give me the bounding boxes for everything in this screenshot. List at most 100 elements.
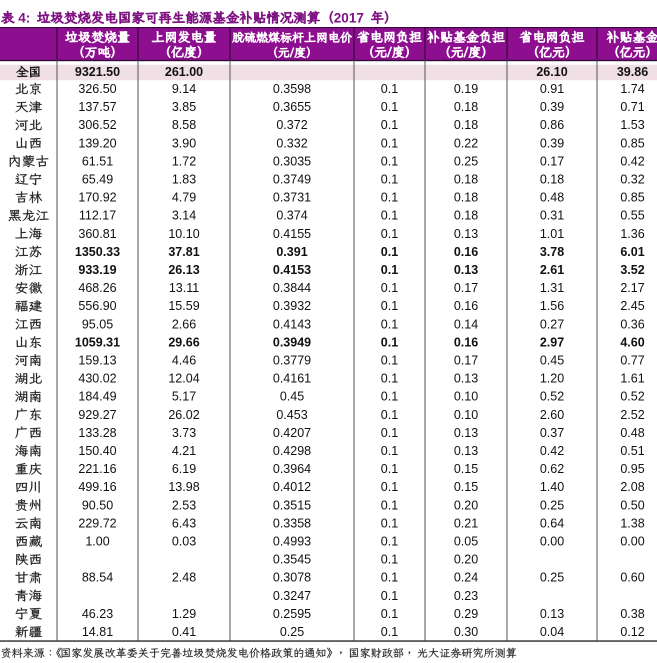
svg-text:0.85: 0.85: [620, 191, 644, 205]
svg-text:1.38: 1.38: [620, 516, 644, 530]
svg-text:556.90: 556.90: [78, 299, 116, 313]
svg-text:2.61: 2.61: [540, 263, 564, 277]
svg-text:6.19: 6.19: [172, 462, 196, 476]
svg-text:360.81: 360.81: [78, 227, 116, 241]
svg-text:0.18: 0.18: [454, 173, 478, 187]
svg-text:0.4298: 0.4298: [273, 444, 311, 458]
svg-text:0.13: 0.13: [454, 263, 478, 277]
svg-text:0.00: 0.00: [620, 535, 644, 549]
svg-text:2.53: 2.53: [172, 498, 196, 512]
svg-text:9321.50: 9321.50: [75, 65, 120, 79]
svg-text:1.72: 1.72: [172, 154, 196, 168]
svg-text:0.60: 0.60: [620, 571, 644, 585]
svg-text:88.54: 88.54: [82, 571, 113, 585]
svg-text:2.60: 2.60: [540, 408, 564, 422]
svg-text:1.53: 1.53: [620, 118, 644, 132]
svg-text:0.14: 0.14: [454, 317, 478, 331]
svg-text:0.86: 0.86: [540, 118, 564, 132]
svg-text:6.43: 6.43: [172, 516, 196, 530]
svg-text:0.1: 0.1: [381, 516, 398, 530]
svg-text:1.56: 1.56: [540, 299, 564, 313]
svg-text:0.1: 0.1: [381, 136, 398, 150]
svg-text:933.19: 933.19: [78, 263, 116, 277]
svg-text:0.00: 0.00: [540, 535, 564, 549]
svg-text:0.48: 0.48: [540, 191, 564, 205]
svg-text:0.1: 0.1: [381, 535, 398, 549]
svg-text:26.13: 26.13: [168, 263, 199, 277]
svg-text:0.05: 0.05: [454, 535, 478, 549]
svg-text:0.3731: 0.3731: [273, 191, 311, 205]
svg-text:0.20: 0.20: [454, 553, 478, 567]
svg-text:0.22: 0.22: [454, 136, 478, 150]
svg-text:3.73: 3.73: [172, 426, 196, 440]
svg-text:3.52: 3.52: [620, 263, 644, 277]
svg-text:95.05: 95.05: [82, 317, 113, 331]
svg-text:133.28: 133.28: [78, 426, 116, 440]
svg-text:0.3964: 0.3964: [273, 462, 311, 476]
svg-text:0.1: 0.1: [381, 209, 398, 223]
svg-text:0.1: 0.1: [381, 335, 398, 349]
svg-text:221.16: 221.16: [78, 462, 116, 476]
svg-text:0.39: 0.39: [540, 100, 564, 114]
svg-text:150.40: 150.40: [78, 444, 116, 458]
svg-text:0.12: 0.12: [620, 625, 644, 639]
svg-text:0.4161: 0.4161: [273, 372, 311, 386]
svg-text:0.1: 0.1: [381, 480, 398, 494]
svg-text:0.1: 0.1: [381, 245, 398, 259]
svg-text:0.1: 0.1: [381, 571, 398, 585]
svg-text:0.31: 0.31: [540, 209, 564, 223]
svg-text:139.20: 139.20: [78, 136, 116, 150]
svg-text:0.372: 0.372: [276, 118, 307, 132]
svg-text:0.42: 0.42: [540, 444, 564, 458]
svg-text:1.61: 1.61: [620, 372, 644, 386]
svg-text:0.3655: 0.3655: [273, 100, 311, 114]
svg-text:0.3545: 0.3545: [273, 553, 311, 567]
svg-text:0.1: 0.1: [381, 191, 398, 205]
svg-text:0.25: 0.25: [540, 571, 564, 585]
svg-text:1.83: 1.83: [172, 173, 196, 187]
svg-text:0.1: 0.1: [381, 118, 398, 132]
svg-text:0.17: 0.17: [454, 354, 478, 368]
svg-text:0.15: 0.15: [454, 480, 478, 494]
svg-text:0.30: 0.30: [454, 625, 478, 639]
svg-text:2.08: 2.08: [620, 480, 644, 494]
svg-text:0.48: 0.48: [620, 426, 644, 440]
svg-text:0.52: 0.52: [540, 390, 564, 404]
svg-text:0.23: 0.23: [454, 589, 478, 603]
svg-text:0.50: 0.50: [620, 498, 644, 512]
svg-text:0.1: 0.1: [381, 625, 398, 639]
svg-text:0.1: 0.1: [381, 607, 398, 621]
svg-text:4.21: 4.21: [172, 444, 196, 458]
svg-text:1.31: 1.31: [540, 281, 564, 295]
svg-text:326.50: 326.50: [78, 82, 116, 96]
svg-text:0.13: 0.13: [454, 372, 478, 386]
svg-text:0.3078: 0.3078: [273, 571, 311, 585]
svg-text:3.85: 3.85: [172, 100, 196, 114]
svg-text:0.36: 0.36: [620, 317, 644, 331]
svg-text:0.1: 0.1: [381, 426, 398, 440]
svg-text:0.3844: 0.3844: [273, 281, 311, 295]
svg-text:1.20: 1.20: [540, 372, 564, 386]
svg-text:0.374: 0.374: [276, 209, 307, 223]
svg-text:0.25: 0.25: [280, 625, 304, 639]
svg-text:39.86: 39.86: [617, 65, 648, 79]
svg-text:3.14: 3.14: [172, 209, 196, 223]
svg-text:0.39: 0.39: [540, 136, 564, 150]
svg-text:0.1: 0.1: [381, 100, 398, 114]
svg-text:6.01: 6.01: [620, 245, 644, 259]
svg-text:1.74: 1.74: [620, 82, 644, 96]
svg-text:0.16: 0.16: [454, 245, 478, 259]
svg-text:2.97: 2.97: [540, 335, 564, 349]
svg-text:0.29: 0.29: [454, 607, 478, 621]
svg-text:2.48: 2.48: [172, 571, 196, 585]
svg-text:0.24: 0.24: [454, 571, 478, 585]
svg-text:0.1: 0.1: [381, 317, 398, 331]
svg-text:0.17: 0.17: [454, 281, 478, 295]
svg-text:0.18: 0.18: [454, 118, 478, 132]
svg-text:0.3949: 0.3949: [273, 335, 311, 349]
svg-text:0.52: 0.52: [620, 390, 644, 404]
svg-text:0.453: 0.453: [276, 408, 307, 422]
svg-text:0.3035: 0.3035: [273, 154, 311, 168]
svg-text:0.1: 0.1: [381, 299, 398, 313]
svg-text:1350.33: 1350.33: [75, 245, 120, 259]
